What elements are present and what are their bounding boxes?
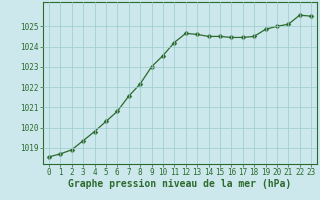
X-axis label: Graphe pression niveau de la mer (hPa): Graphe pression niveau de la mer (hPa) xyxy=(68,179,292,189)
